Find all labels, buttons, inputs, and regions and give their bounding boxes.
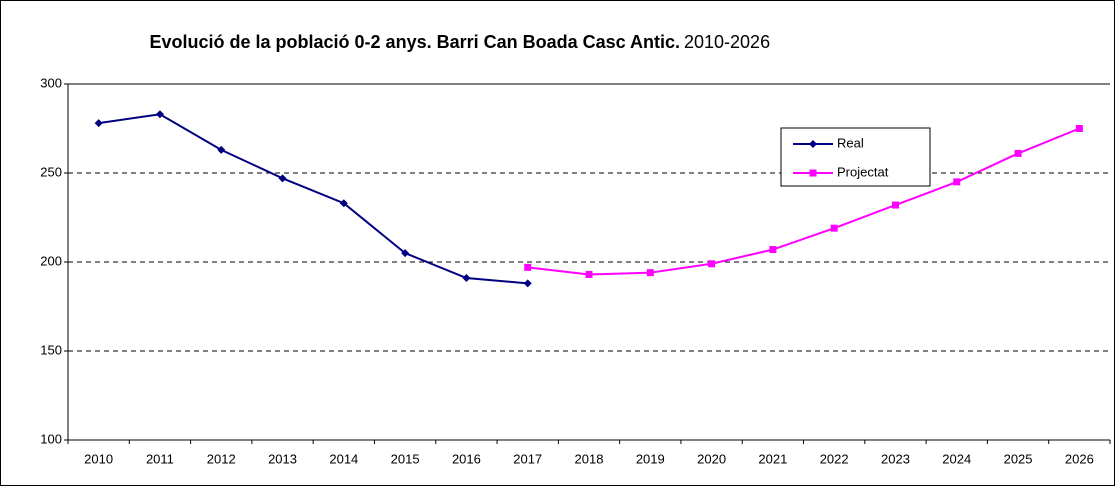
marker: [953, 178, 961, 186]
x-tick-label: 2015: [391, 451, 420, 466]
series-line: [527, 127, 1080, 276]
marker: [646, 269, 654, 277]
marker: [217, 145, 226, 154]
x-tick-label: 2014: [329, 451, 358, 466]
marker: [524, 263, 532, 271]
legend-label: Real: [837, 135, 864, 150]
x-tick-label: 2010: [84, 451, 113, 466]
marker: [809, 140, 817, 148]
x-tick-label: 2021: [758, 451, 787, 466]
y-tick-label: 250: [40, 164, 62, 179]
x-tick-label: 2012: [207, 451, 236, 466]
y-tick-label: 100: [40, 431, 62, 446]
marker: [401, 249, 410, 258]
y-tick-label: 200: [40, 253, 62, 268]
x-tick-label: 2023: [881, 451, 910, 466]
x-tick-label: 2011: [146, 451, 174, 466]
x-tick-label: 2013: [268, 451, 297, 466]
marker: [462, 274, 471, 283]
y-tick-label: 150: [40, 342, 62, 357]
x-tick-label: 2016: [452, 451, 481, 466]
marker: [155, 110, 164, 119]
marker: [339, 199, 348, 208]
x-tick-label: 2025: [1004, 451, 1033, 466]
legend-label: Projectat: [837, 164, 889, 179]
y-tick-label: 300: [40, 75, 62, 90]
marker: [769, 246, 777, 254]
marker: [809, 169, 817, 177]
marker: [891, 201, 899, 209]
chart-title-years: 2010-2026: [684, 32, 770, 52]
marker: [708, 260, 716, 268]
marker: [94, 119, 103, 128]
legend-box: [780, 127, 931, 187]
x-tick-label: 2017: [513, 451, 542, 466]
x-tick-label: 2022: [820, 451, 849, 466]
x-tick-label: 2020: [697, 451, 726, 466]
series-line: [98, 113, 528, 285]
chart-title: Evolució de la població 0-2 anys. Barri …: [150, 32, 681, 52]
x-tick-label: 2026: [1065, 451, 1094, 466]
marker: [278, 174, 287, 183]
x-tick-label: 2018: [575, 451, 604, 466]
marker: [585, 270, 593, 278]
marker: [1014, 149, 1022, 157]
marker: [523, 279, 532, 288]
marker: [1075, 125, 1083, 132]
x-tick-label: 2019: [636, 451, 665, 466]
x-tick-label: 2024: [942, 451, 971, 466]
marker: [830, 224, 838, 232]
